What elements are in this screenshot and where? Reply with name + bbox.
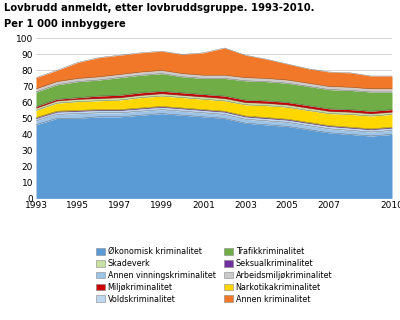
Text: Per 1 000 innbyggere: Per 1 000 innbyggere [4, 19, 126, 29]
Legend: Økonomisk kriminalitet, Skadeverk, Annen vinningskriminalitet, Miljøkriminalitet: Økonomisk kriminalitet, Skadeverk, Annen… [96, 247, 332, 303]
Text: Lovbrudd anmeldt, etter lovbruddsgruppe. 1993-2010.: Lovbrudd anmeldt, etter lovbruddsgruppe.… [4, 3, 314, 13]
